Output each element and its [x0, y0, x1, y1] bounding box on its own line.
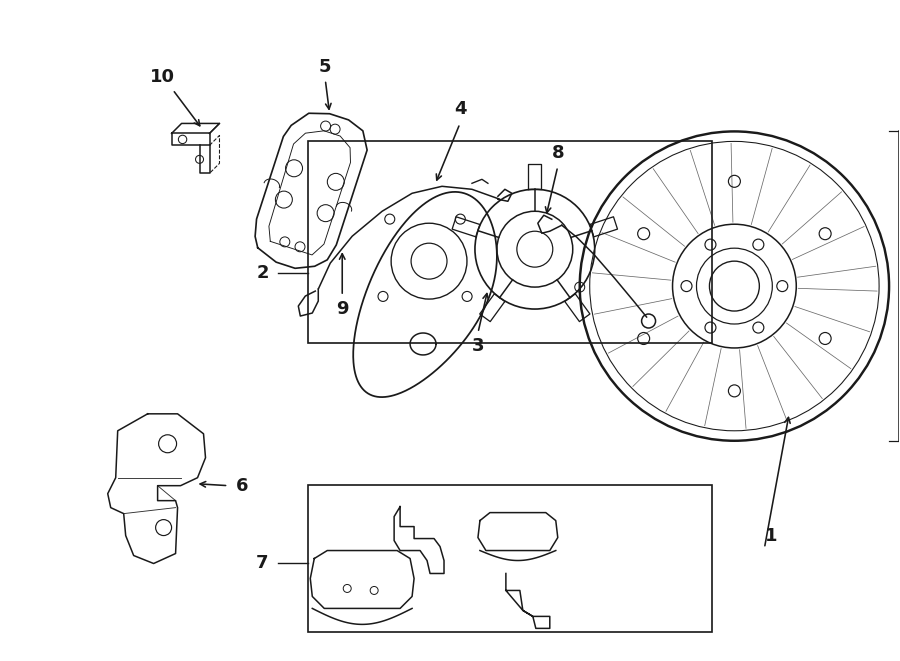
Text: 4: 4 [454, 100, 466, 118]
Text: 1: 1 [765, 527, 778, 545]
Text: 7: 7 [256, 553, 268, 572]
Text: 5: 5 [319, 58, 331, 75]
Text: 9: 9 [336, 300, 348, 318]
Text: 3: 3 [472, 337, 484, 355]
Text: 2: 2 [256, 264, 268, 282]
Text: 6: 6 [236, 477, 248, 494]
Text: 10: 10 [150, 67, 176, 85]
Bar [309, 485, 713, 633]
Bar [309, 141, 713, 343]
Text: 8: 8 [552, 144, 564, 163]
